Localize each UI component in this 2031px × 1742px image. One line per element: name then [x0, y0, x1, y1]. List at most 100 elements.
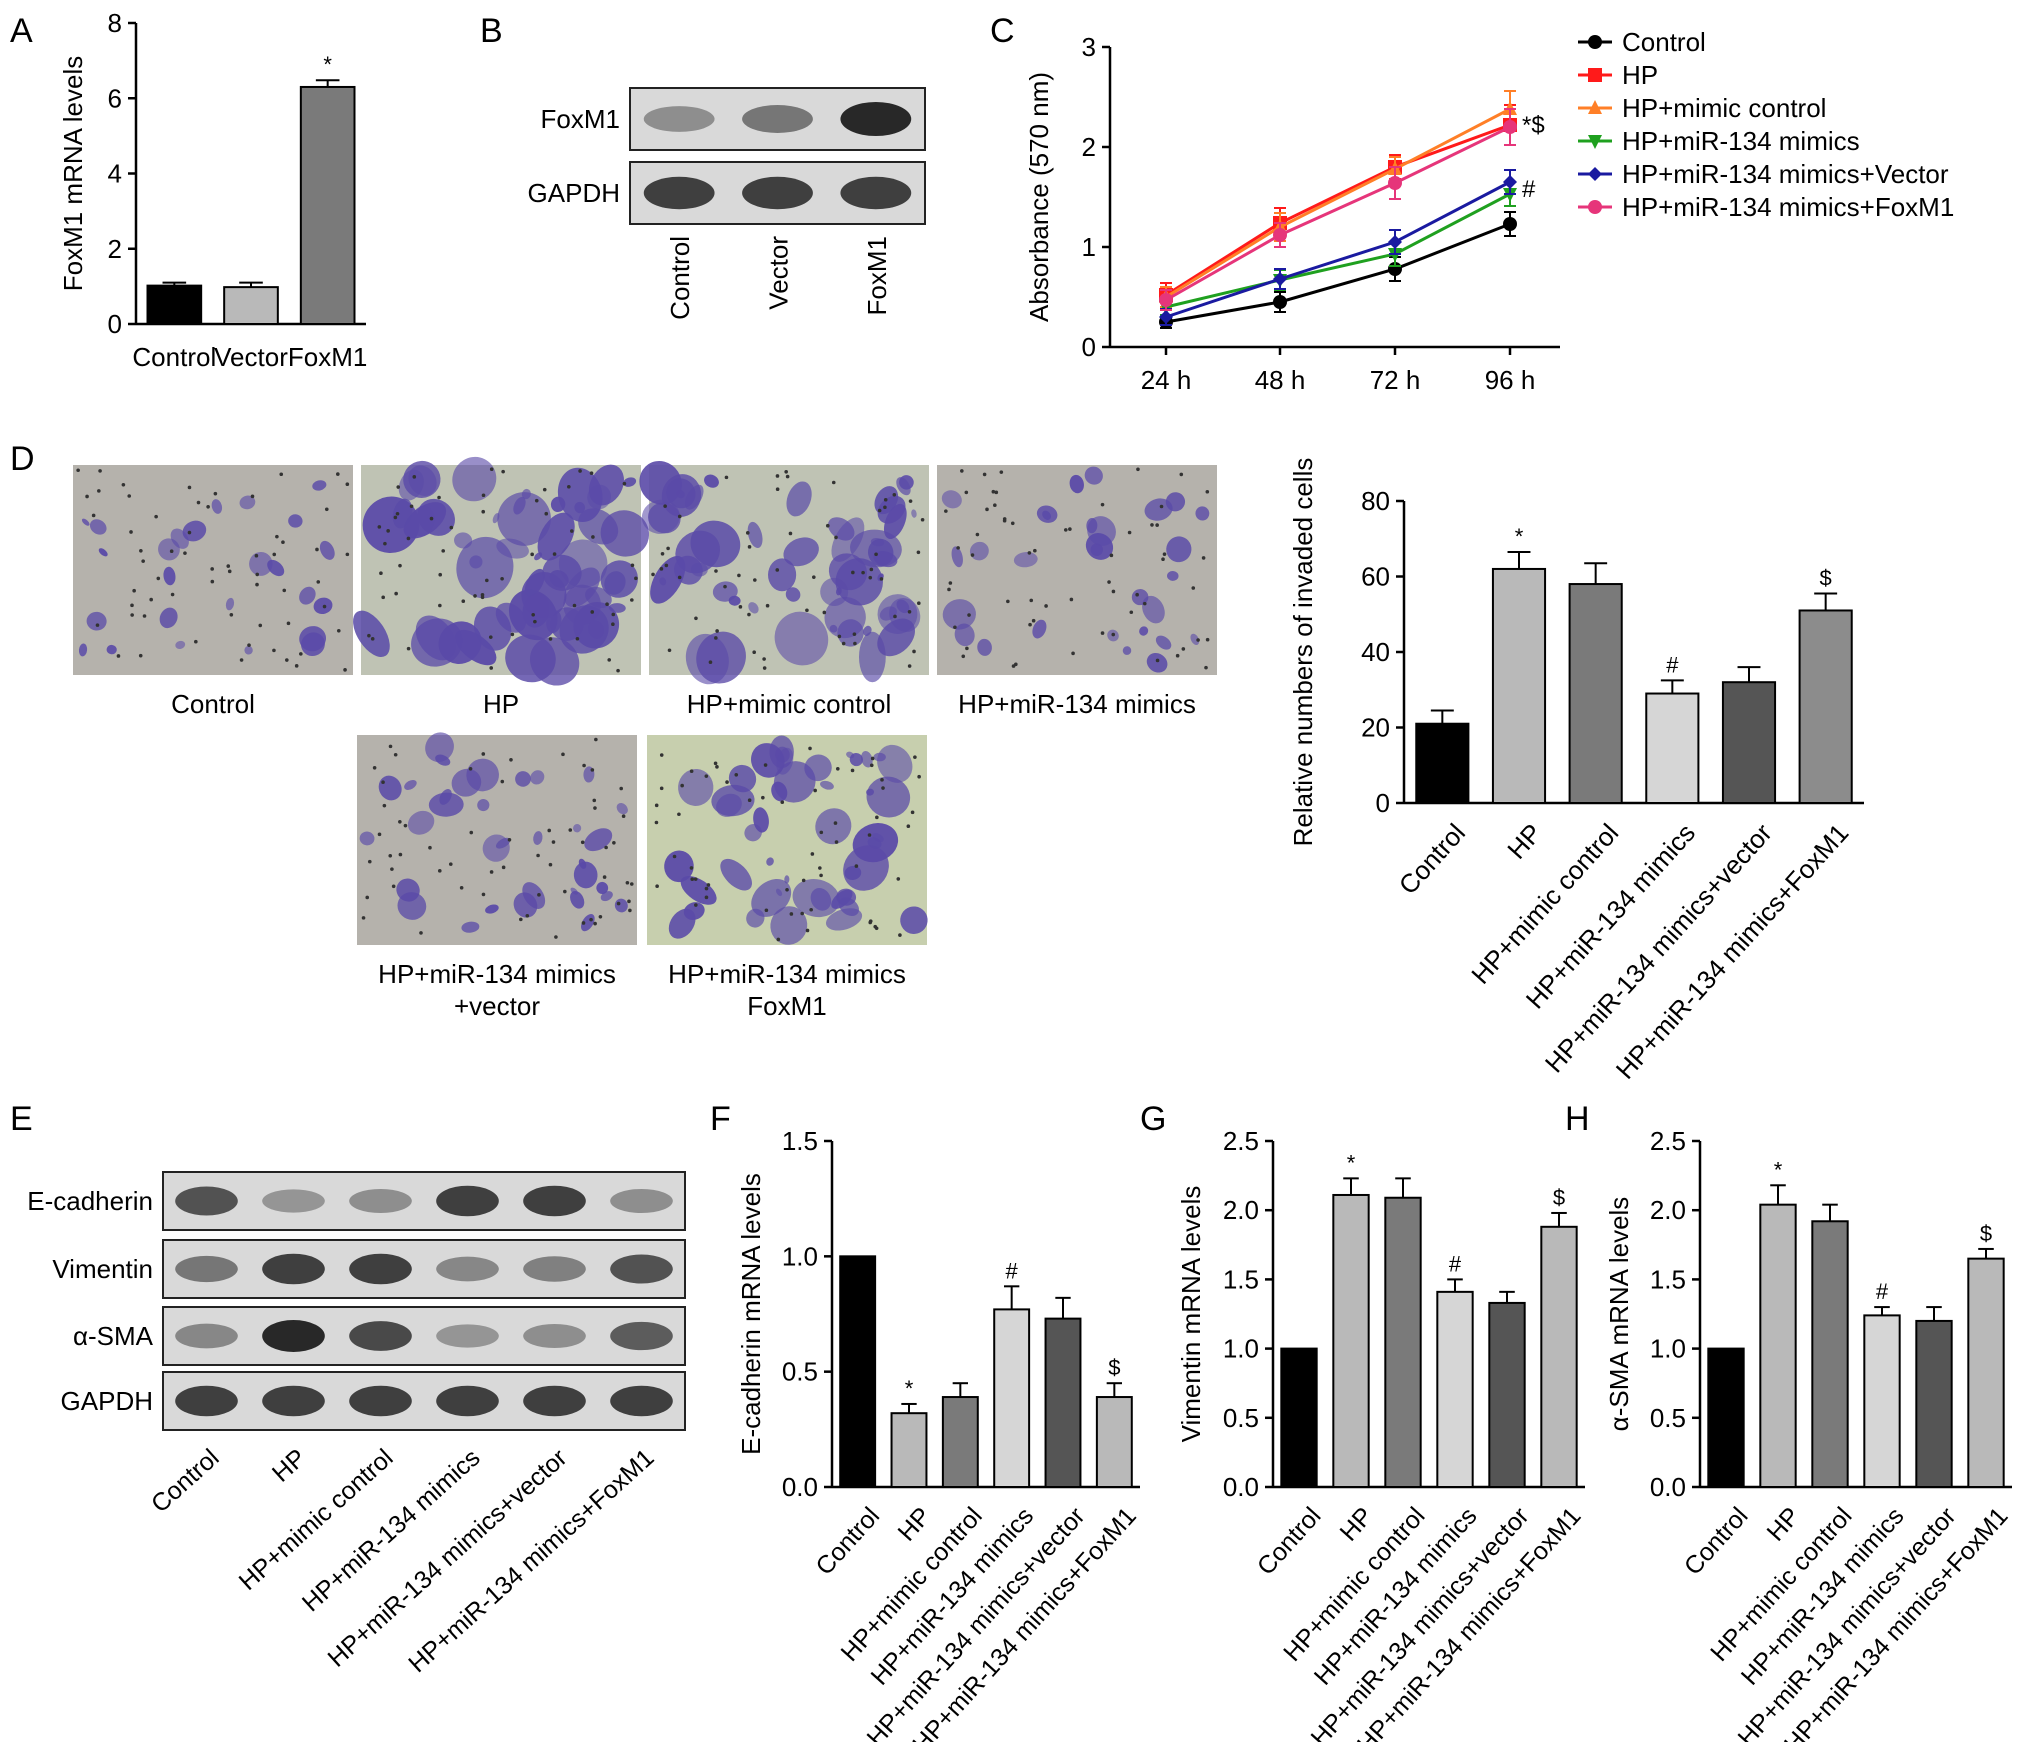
y-tick-label: 8: [108, 8, 122, 38]
marker-diamond: [1588, 167, 1602, 181]
x-tick-label: HP: [1334, 1502, 1378, 1547]
blot-strip: [162, 1306, 686, 1366]
blot-band: [175, 1255, 238, 1283]
invaded-cell: [846, 751, 855, 759]
membrane-pore: [784, 469, 788, 474]
bar-control: [146, 284, 203, 325]
membrane-pore: [1135, 592, 1139, 597]
bar-control: [1415, 722, 1470, 804]
invaded-cell: [158, 538, 180, 561]
membrane-pore: [672, 854, 677, 859]
membrane-pore: [659, 567, 664, 571]
membrane-pore: [785, 887, 789, 892]
y-tick-label: 80: [1361, 486, 1390, 516]
invaded-cell: [666, 478, 696, 509]
panel-label-a: A: [10, 12, 33, 50]
membrane-pore: [660, 551, 665, 556]
membrane-pore: [461, 599, 466, 603]
membrane-pore: [869, 763, 874, 768]
y-tick-label: 0.0: [1223, 1472, 1259, 1502]
membrane-pore: [139, 548, 143, 553]
invaded-cell: [411, 618, 463, 667]
legend-label: HP+miR-134 mimics+Vector: [1622, 159, 1949, 189]
blot-band: [175, 1323, 238, 1349]
membrane-pore: [488, 635, 493, 639]
legend-label: Control: [1622, 27, 1706, 57]
invaded-cell: [299, 586, 316, 605]
membrane-pore: [132, 588, 136, 593]
membrane-pore: [272, 648, 276, 653]
membrane-pore: [762, 666, 767, 670]
y-axis-label: α-SMA mRNA levels: [1604, 1197, 1634, 1432]
membrane-pore: [906, 824, 911, 829]
membrane-pore: [761, 795, 765, 800]
membrane-pore: [818, 866, 822, 870]
membrane-pore: [501, 469, 505, 474]
membrane-pore: [481, 892, 486, 897]
membrane-pore: [572, 603, 577, 608]
membrane-pore: [509, 757, 513, 762]
blot-band: [523, 1185, 586, 1217]
membrane-pore: [480, 593, 485, 597]
membrane-pore: [567, 484, 571, 489]
invaded-cell: [182, 520, 207, 542]
invaded-cell: [866, 776, 911, 818]
membrane-pore: [667, 648, 672, 653]
bar-control: [1280, 1347, 1318, 1488]
blot-b: FoxM1 GAPDH Control Vector FoxM1: [528, 87, 926, 320]
membrane-pore: [441, 549, 446, 553]
membrane-pore: [737, 573, 741, 578]
membrane-pore: [98, 469, 102, 473]
membrane-pore: [813, 788, 817, 793]
membrane-pore: [316, 580, 321, 584]
membrane-pore: [227, 569, 232, 574]
significance-mark: $: [1980, 1221, 1992, 1246]
membrane-pore: [544, 511, 549, 516]
membrane-pore: [961, 654, 966, 659]
membrane-pore: [833, 821, 838, 825]
marker-diamond: [1159, 310, 1173, 324]
invaded-cell: [683, 902, 705, 920]
membrane-pore: [489, 467, 494, 472]
membrane-pore: [250, 494, 255, 499]
micrograph-caption: HP+miR-134 mimics: [958, 689, 1196, 719]
membrane-pore: [393, 752, 398, 757]
invaded-cell: [746, 908, 765, 928]
membrane-pore: [406, 646, 411, 651]
invaded-cell: [1146, 652, 1168, 673]
invaded-cell: [1142, 595, 1165, 624]
bar-vector: [223, 286, 279, 326]
blot-strip: [162, 1239, 686, 1299]
invaded-cell: [299, 626, 327, 652]
marker-triangle-up: [1588, 100, 1602, 114]
membrane-pore: [850, 768, 855, 773]
significance-mark: *: [905, 1376, 914, 1401]
membrane-pore: [275, 534, 279, 539]
membrane-pore: [991, 489, 996, 494]
invaded-cell: [477, 799, 490, 812]
chart-f: 0.0 0.5 1.0 1.5 E-cadherin mRNA levels Contro…: [736, 1126, 1142, 1742]
invaded-cell: [899, 475, 914, 490]
membrane-pore: [808, 746, 812, 751]
membrane-pore: [1161, 557, 1165, 562]
membrane-pore: [170, 592, 175, 597]
invaded-cell: [515, 771, 531, 787]
membrane-pore: [580, 840, 585, 845]
membrane-pore: [507, 837, 512, 842]
blot-lane-label: Vector: [764, 236, 794, 310]
chart-h: 0.0 0.5 1.0 1.5 2.0 2.5 α-SMA mRNA levels Contr…: [1604, 1126, 2014, 1742]
x-tick-label: 72 h: [1370, 365, 1421, 395]
x-tick-label: HP: [1501, 818, 1547, 865]
membrane-pore: [448, 862, 453, 866]
membrane-pore: [883, 497, 888, 502]
blot-band: [610, 1321, 673, 1351]
invaded-cell: [1013, 551, 1038, 568]
invaded-cell: [1122, 646, 1132, 655]
invaded-cell: [485, 904, 499, 914]
membrane-pore: [910, 810, 915, 815]
membrane-pore: [377, 832, 382, 837]
membrane-pore: [459, 885, 464, 890]
panel-label-g: G: [1140, 1100, 1166, 1138]
membrane-pore: [775, 487, 780, 492]
